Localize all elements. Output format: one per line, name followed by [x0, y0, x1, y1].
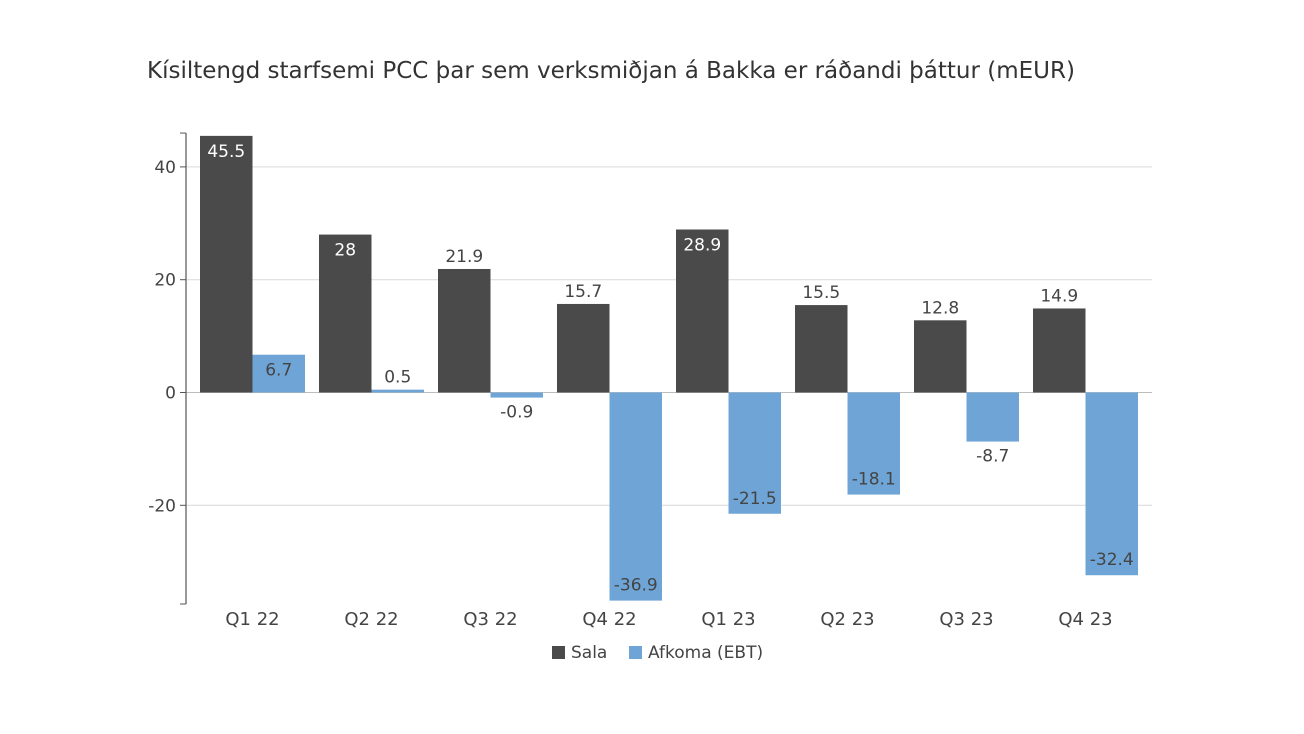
bar-sala — [676, 229, 729, 393]
legend: Sala Afkoma (EBT) — [552, 643, 763, 663]
data-label-sala: 21.9 — [445, 247, 483, 267]
data-label-afkoma: -21.5 — [733, 489, 777, 509]
x-tick-label: Q2 22 — [344, 609, 398, 630]
x-tick-label: Q4 22 — [582, 609, 636, 630]
bar-sala — [319, 234, 372, 393]
bar-afkoma — [609, 392, 662, 601]
bar-afkoma — [728, 392, 781, 514]
x-tick-label: Q1 23 — [701, 609, 755, 630]
data-label-sala: 45.5 — [207, 142, 245, 162]
x-tick-label: Q2 23 — [820, 609, 874, 630]
data-label-sala: 28.9 — [683, 236, 721, 256]
data-label-sala: 15.5 — [802, 283, 840, 303]
bars — [200, 135, 1138, 601]
y-axis: 40 20 0 -20 — [148, 132, 187, 605]
y-tick-label: 40 — [154, 158, 176, 178]
bar-sala — [795, 305, 848, 393]
data-label-sala: 12.8 — [921, 298, 959, 318]
data-label-afkoma: -18.1 — [852, 470, 896, 490]
bar-sala — [438, 268, 491, 393]
data-labels: 45.5 6.7 28 0.5 21.9 -0.9 15.7 -36.9 28.9 -21.5 15… — [207, 142, 1133, 596]
legend-swatch-sala — [552, 646, 565, 659]
data-label-afkoma: -32.4 — [1090, 550, 1134, 570]
bar-afkoma — [1085, 392, 1138, 576]
x-tick-label: Q1 22 — [225, 609, 279, 630]
data-label-afkoma: -8.7 — [976, 447, 1009, 467]
bar-sala — [1033, 308, 1086, 393]
x-tick-label: Q4 23 — [1058, 609, 1112, 630]
y-tick-label: -20 — [148, 496, 176, 516]
legend-label-afkoma: Afkoma (EBT) — [648, 643, 763, 663]
bar-afkoma — [371, 389, 424, 393]
bar-sala — [914, 320, 967, 393]
bar-afkoma — [252, 354, 305, 393]
bar-sala — [557, 303, 610, 393]
data-label-sala: 15.7 — [564, 282, 602, 302]
data-label-afkoma: 6.7 — [265, 361, 292, 381]
x-axis-labels: Q1 22 Q2 22 Q3 22 Q4 22 Q1 23 Q2 23 Q3 23 Q4 23 — [225, 609, 1112, 630]
chart-title: Kísiltengd starfsemi PCC þar sem verksmi… — [147, 58, 1075, 84]
x-tick-label: Q3 23 — [939, 609, 993, 630]
bar-afkoma — [966, 392, 1019, 442]
data-label-sala: 28 — [334, 241, 356, 261]
bar-afkoma — [847, 392, 900, 495]
y-tick-label: 0 — [165, 384, 176, 404]
data-label-afkoma: -0.9 — [500, 403, 533, 423]
data-label-afkoma: 0.5 — [384, 368, 411, 388]
legend-swatch-afkoma — [629, 646, 642, 659]
data-label-sala: 14.9 — [1040, 286, 1078, 306]
x-tick-label: Q3 22 — [463, 609, 517, 630]
bar-afkoma — [490, 392, 543, 398]
y-tick-label: 20 — [154, 271, 176, 291]
legend-label-sala: Sala — [571, 643, 607, 663]
bar-sala — [200, 135, 253, 393]
data-label-afkoma: -36.9 — [614, 576, 658, 596]
